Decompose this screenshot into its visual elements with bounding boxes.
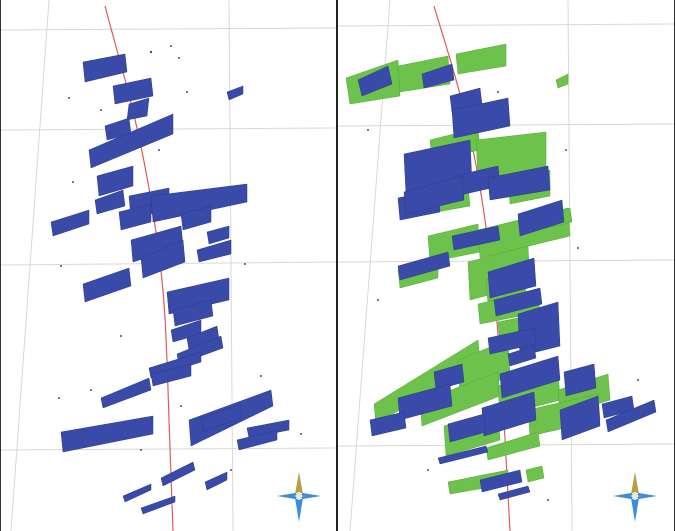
left-3d-view[interactable] — [0, 0, 336, 531]
left-fracture-scene — [1, 0, 336, 531]
panel-divider — [336, 0, 338, 531]
fracture-planes — [50, 53, 290, 515]
north-arrow-icon — [277, 472, 321, 522]
north-arrow-icon — [613, 472, 657, 522]
microseismic-points — [58, 45, 302, 471]
blue-fracture-planes — [357, 63, 657, 501]
microseismic-points — [367, 91, 639, 501]
right-3d-view[interactable] — [338, 0, 675, 531]
right-fracture-scene — [338, 0, 674, 531]
